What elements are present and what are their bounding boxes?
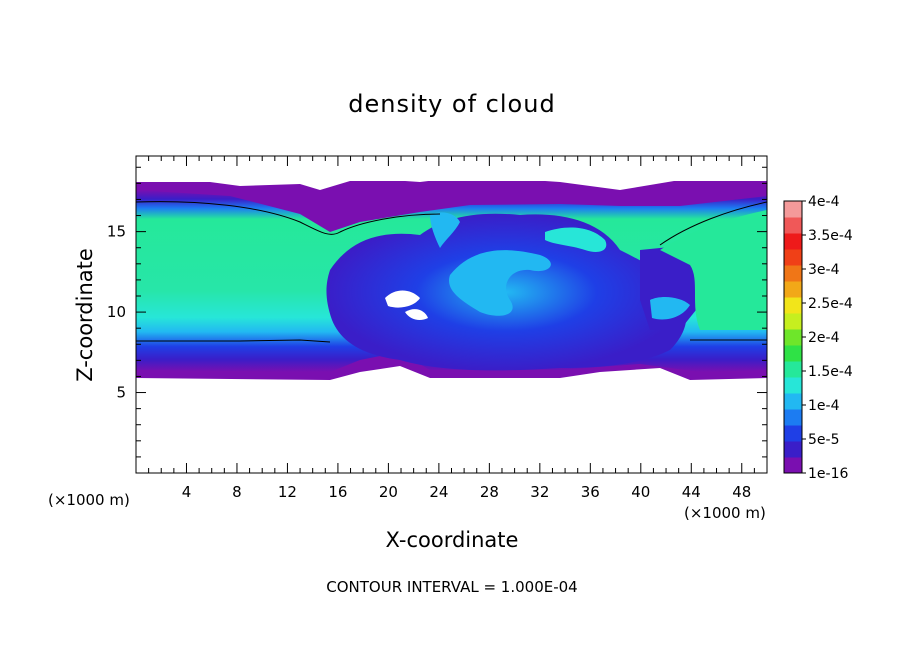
clear-below <box>136 381 767 473</box>
y-axis-title: Z-coordinate <box>73 248 97 382</box>
x-axis-title: X-coordinate <box>386 528 519 552</box>
swirl-upper-left <box>430 212 460 248</box>
x-tick-label: 16 <box>328 483 347 501</box>
swirl-upper-right <box>545 227 607 252</box>
colorbar-swatch <box>784 425 802 442</box>
y-tick-label: 5 <box>116 384 126 402</box>
x-tick-label: 12 <box>278 483 297 501</box>
colorbar-label: 3e-4 <box>808 262 840 278</box>
colorbar-swatch <box>784 457 802 474</box>
colorbar-swatch <box>784 361 802 378</box>
colorbar-label: 5e-5 <box>808 432 839 448</box>
x-axis: 4 8 12 16 20 24 28 32 36 40 44 48 <box>148 156 755 501</box>
colorbar-label: 2.5e-4 <box>808 296 853 312</box>
colorbar-swatch <box>784 233 802 250</box>
colorbar-swatch <box>784 409 802 426</box>
colorbar-swatch <box>784 329 802 346</box>
heatmap-field <box>136 157 767 473</box>
y-axis: 5 10 15 <box>107 166 767 458</box>
x-tick-label: 44 <box>682 483 701 501</box>
colorbar-label: 1e-16 <box>808 466 848 482</box>
colorbar-label: 3.5e-4 <box>808 228 853 244</box>
colorbar-swatch <box>784 201 802 218</box>
contour-top-right <box>659 201 767 246</box>
right-green-lobe <box>660 210 767 330</box>
y-tick-label: 10 <box>107 303 126 321</box>
colorbar-swatch <box>784 345 802 362</box>
x-tick-label: 4 <box>182 483 192 501</box>
x-tick-label: 20 <box>379 483 398 501</box>
x-tick-label: 24 <box>429 483 448 501</box>
swirl-mid-white <box>405 309 428 320</box>
colorbar-swatch <box>784 441 802 458</box>
colorbar-label: 1e-4 <box>808 398 840 414</box>
colorbar: 1e-16 5e-5 1e-4 1.5e-4 2e-4 2.5e-4 3e-4 3.5e-4 4… <box>783 194 853 482</box>
colorbar-label: 4e-4 <box>808 194 840 210</box>
x-tick-label: 28 <box>480 483 499 501</box>
x-tick-label: 32 <box>530 483 549 501</box>
x-tick-label: 40 <box>631 483 650 501</box>
colorbar-label: 2e-4 <box>808 330 840 346</box>
right-cyan-lobe <box>650 297 690 320</box>
x-tick-label: 36 <box>581 483 600 501</box>
contour-interval-note: CONTOUR INTERVAL = 1.000E-04 <box>326 578 577 596</box>
chart-title: density of cloud <box>348 90 555 118</box>
y-tick-label: 15 <box>107 223 126 241</box>
colorbar-swatch <box>784 217 802 234</box>
swirl-center <box>449 250 551 316</box>
contour-base <box>136 339 331 343</box>
swirl-left-white <box>385 290 420 308</box>
x-tick-label: 8 <box>232 483 242 501</box>
contour-top <box>136 201 441 235</box>
colorbar-swatch <box>784 297 802 314</box>
colorbar-swatch <box>784 377 802 394</box>
x-tick-label: 48 <box>732 483 751 501</box>
x-unit-label: (×1000 m) <box>684 504 766 522</box>
colorbar-label: 1.5e-4 <box>808 364 853 380</box>
colorbar-swatch <box>784 265 802 282</box>
colorbar-swatch <box>784 249 802 266</box>
y-unit-label: (×1000 m) <box>48 491 130 509</box>
colorbar-swatch <box>784 281 802 298</box>
colorbar-swatch <box>784 313 802 330</box>
colorbar-swatch <box>784 393 802 410</box>
